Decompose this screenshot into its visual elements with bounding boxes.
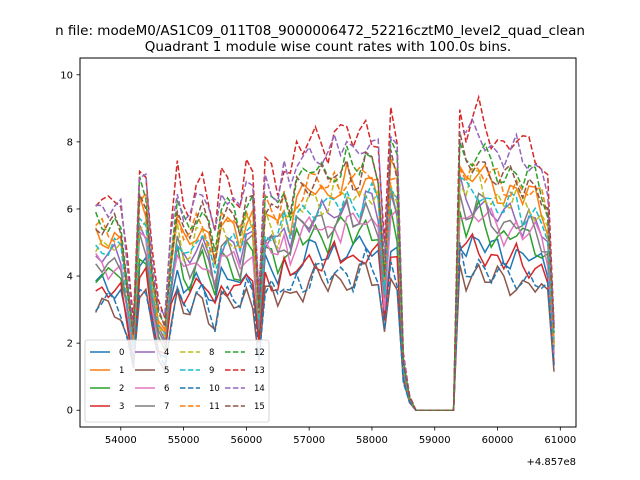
x-offset-label: +4.857e8 bbox=[526, 457, 576, 468]
legend-label-1: 1 bbox=[119, 366, 124, 376]
legend-label-11: 11 bbox=[209, 402, 220, 412]
y-tick-label: 2 bbox=[67, 339, 73, 350]
series-line-0 bbox=[95, 234, 555, 411]
series-line-11 bbox=[95, 162, 555, 411]
figure-suptitle: n file: modeM0/AS1C09_011T08_9000006472_… bbox=[55, 23, 585, 39]
x-tick-label: 60000 bbox=[482, 435, 514, 446]
legend-label-13: 13 bbox=[254, 366, 265, 376]
legend-label-15: 15 bbox=[254, 402, 265, 412]
y-tick-label: 10 bbox=[60, 70, 73, 81]
legend-label-6: 6 bbox=[164, 384, 169, 394]
x-tick-label: 55000 bbox=[168, 435, 200, 446]
series-line-14 bbox=[95, 117, 555, 411]
legend-label-8: 8 bbox=[209, 348, 214, 358]
legend-label-5: 5 bbox=[164, 366, 169, 376]
legend-label-9: 9 bbox=[209, 366, 214, 376]
series-line-15 bbox=[95, 131, 555, 411]
legend-label-7: 7 bbox=[164, 402, 169, 412]
chart-title: Quadrant 1 module wise count rates with … bbox=[145, 39, 511, 55]
y-tick-label: 6 bbox=[67, 204, 73, 215]
series-line-8 bbox=[95, 167, 555, 411]
plot-frame bbox=[79, 57, 577, 428]
x-tick-label: 59000 bbox=[419, 435, 451, 446]
legend-label-3: 3 bbox=[119, 402, 124, 412]
legend-label-4: 4 bbox=[164, 348, 169, 358]
series-line-5 bbox=[95, 262, 555, 411]
legend-label-0: 0 bbox=[119, 348, 124, 358]
series-line-10 bbox=[95, 242, 555, 411]
x-axis: 54000 55000 56000 57000 58000 59000 60000 61000 bbox=[105, 427, 576, 446]
x-tick-label: 57000 bbox=[293, 435, 325, 446]
legend-label-10: 10 bbox=[209, 384, 220, 394]
y-tick-label: 8 bbox=[67, 137, 73, 148]
series-line-13 bbox=[95, 94, 555, 411]
x-tick-label: 54000 bbox=[105, 435, 137, 446]
y-tick-label: 4 bbox=[67, 272, 73, 283]
y-axis: 0 2 4 6 8 10 bbox=[60, 70, 80, 417]
x-tick-label: 61000 bbox=[544, 435, 576, 446]
series-line-12 bbox=[94, 138, 555, 411]
series-line-9 bbox=[95, 175, 555, 411]
legend-label-12: 12 bbox=[254, 348, 265, 358]
series-line-3 bbox=[95, 232, 555, 411]
x-tick-label: 58000 bbox=[356, 435, 388, 446]
x-tick-label: 56000 bbox=[230, 435, 262, 446]
legend-label-14: 14 bbox=[254, 384, 265, 394]
legend-box bbox=[84, 339, 270, 423]
y-tick-label: 0 bbox=[67, 406, 73, 417]
legend-label-2: 2 bbox=[119, 384, 124, 394]
series-layer bbox=[94, 94, 555, 411]
series-line-7 bbox=[95, 186, 555, 411]
